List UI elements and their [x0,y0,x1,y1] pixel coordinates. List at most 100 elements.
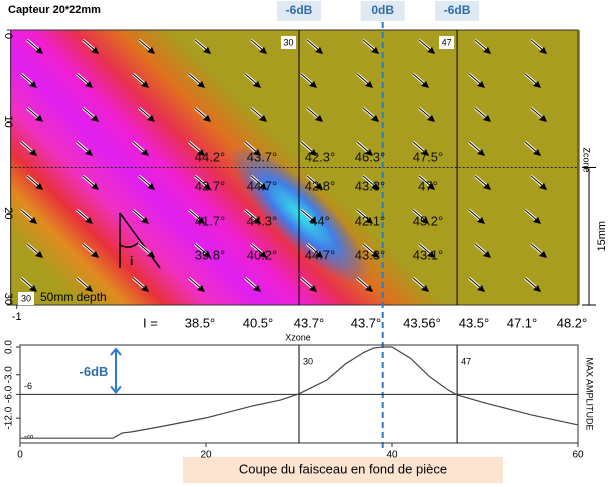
arrow-head [147,183,156,190]
arrow-head [477,217,486,224]
arrow-icon [300,72,318,88]
angle-label: 44° [310,213,330,228]
arrow-icon [524,72,542,88]
arrow-head [533,149,542,156]
arrow-head [85,149,94,156]
header-box [360,1,405,21]
arrow-icon [306,38,324,54]
arrow-icon [132,276,150,292]
arrow-icon [418,174,436,190]
arrow-icon [362,106,380,122]
incidence-value: 38.5° [185,315,216,330]
arrow-icon [306,242,324,258]
arrow-head [371,183,380,190]
arrow-icon [194,106,212,122]
arrow-icon [468,140,486,156]
x-label: Xzone [285,332,311,342]
arrow-icon [138,106,156,122]
incidence-label: I = [143,315,158,330]
profile-line [20,346,579,439]
arrow-icon [194,38,212,54]
arrow-icon [76,140,94,156]
arrow-icon [250,38,268,54]
arrow-icon [20,140,38,156]
angle-label: 39.8° [195,247,226,262]
angle-label: 46.3° [355,149,386,164]
arrow-head [315,115,324,122]
arrow-icon [188,276,206,292]
reference-label: -6 [24,381,32,391]
arrow-head [85,285,94,292]
arrow-head [371,115,380,122]
arrow-head [141,285,150,292]
arrow-icon [468,208,486,224]
arrow-head [85,81,94,88]
angle-label: 44.7° [305,247,336,262]
arrow-head [35,251,44,258]
arrow-head [421,149,430,156]
angle-label: 42.1° [355,213,386,228]
y-tick-label: -6.0 [4,385,15,403]
arrow-head [29,217,38,224]
angle-label: 43.1° [413,247,444,262]
y-label: MAX AMPLITUDE [585,357,595,430]
arrow-icon [188,72,206,88]
arrow-head [483,115,492,122]
arrow-head [365,285,374,292]
arrow-head [421,285,430,292]
arrow-icon [20,276,38,292]
y-tick-label: 0 [2,33,14,39]
arrow-icon [138,38,156,54]
arrow-head [29,285,38,292]
incidence-value: 40.5° [243,315,274,330]
arrow-head [259,251,268,258]
arrow-head [91,47,100,54]
arrow-icon [306,174,324,190]
arrow-icon [418,242,436,258]
angle-label: 42.8° [305,178,336,193]
arrow-head [315,183,324,190]
header-label: -6dB [286,3,313,17]
arrow-head [427,251,436,258]
caption: Coupe du faisceau en fond de pièce [239,461,447,476]
arrow-icon [244,276,262,292]
arrow-head [477,285,486,292]
arrow-head [309,217,318,224]
arrow-head [539,251,548,258]
arrow-head [147,115,156,122]
arrow-head [259,47,268,54]
angle-label: 42.3° [305,149,336,164]
arrow-icon [20,72,38,88]
corner-box [18,292,34,305]
arrow-head [91,183,100,190]
level-annotation: -6dB [80,364,109,379]
arrow-head [477,81,486,88]
arrow-head [539,183,548,190]
arrow-head [141,149,150,156]
arrow-icon [474,38,492,54]
arrow-icon [188,208,206,224]
arrow-head [35,183,44,190]
arrow-icon [306,106,324,122]
arrow-head [315,47,324,54]
angle-label: 45.2° [413,213,444,228]
angle-label: 41.7° [195,213,226,228]
angle-label: 47.5° [413,149,444,164]
arrow-icon [362,38,380,54]
arrow-head [91,115,100,122]
arrow-head [147,47,156,54]
arrow-head [533,217,542,224]
arrow-icon [474,242,492,258]
arrow-head [35,115,44,122]
arrow-icon [524,140,542,156]
arrow-head [477,149,486,156]
arrow-icon [474,106,492,122]
arrow-head [365,217,374,224]
incidence-value: 43.7° [351,315,382,330]
depth-label: 50mm depth [40,290,107,304]
x-tick-label: -1 [12,311,22,323]
span-label: 15mm [596,221,608,252]
angle-label: 44.7° [247,178,278,193]
arrow-head [203,47,212,54]
angle-label: 47° [418,178,438,193]
